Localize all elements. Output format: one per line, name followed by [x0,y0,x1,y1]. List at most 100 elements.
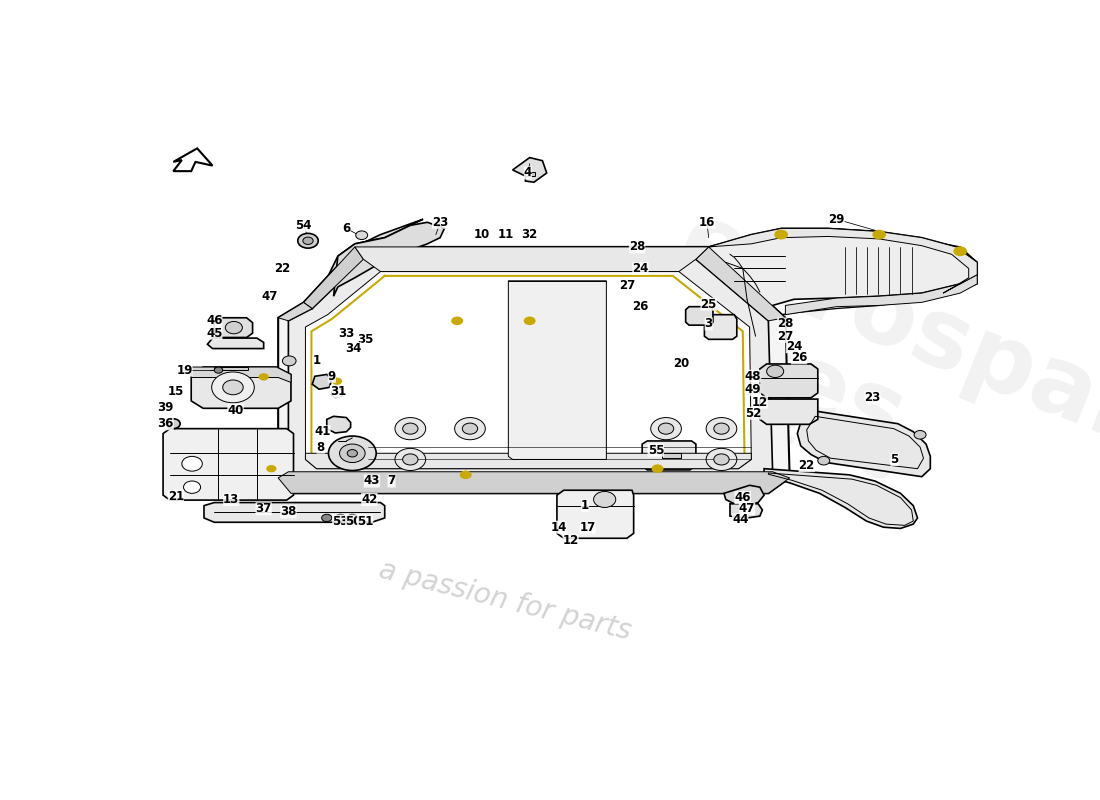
Polygon shape [312,374,332,390]
Circle shape [462,423,477,434]
Circle shape [454,418,485,440]
Circle shape [321,514,332,522]
Circle shape [767,365,783,378]
Text: tes: tes [726,317,918,466]
Text: 50: 50 [345,514,362,527]
Circle shape [283,356,296,366]
Polygon shape [304,247,363,309]
Polygon shape [704,314,737,339]
Polygon shape [513,158,547,182]
Text: 10: 10 [474,228,490,241]
Polygon shape [685,306,713,325]
Text: 12: 12 [562,534,579,547]
Text: 11: 11 [497,228,514,241]
Circle shape [714,423,729,434]
Text: 25: 25 [701,298,717,310]
Text: 37: 37 [255,502,272,515]
Text: 12: 12 [751,396,768,409]
Text: 13: 13 [223,493,240,506]
Text: 34: 34 [345,342,362,355]
Text: 49: 49 [745,383,761,396]
Circle shape [340,444,365,462]
Text: 7: 7 [387,474,396,487]
Circle shape [651,418,681,440]
Polygon shape [785,274,977,314]
Text: 29: 29 [828,213,845,226]
Polygon shape [730,504,762,518]
Text: 52: 52 [745,406,761,420]
Polygon shape [163,429,294,500]
Text: 4: 4 [524,166,532,179]
Polygon shape [333,222,444,296]
Polygon shape [557,490,634,538]
Polygon shape [724,486,764,505]
Circle shape [211,372,254,402]
Polygon shape [708,229,977,293]
Circle shape [355,231,367,239]
Text: 31: 31 [330,385,346,398]
Polygon shape [288,259,772,481]
Circle shape [403,454,418,465]
Text: 14: 14 [550,521,566,534]
Polygon shape [355,247,708,271]
Polygon shape [214,367,249,370]
Text: 24: 24 [632,262,649,275]
Text: 23: 23 [865,391,880,404]
Circle shape [258,373,268,381]
Circle shape [214,367,222,373]
Text: 38: 38 [280,506,297,518]
Polygon shape [642,441,696,470]
Text: 33: 33 [338,326,354,340]
Circle shape [651,464,663,473]
Text: 35: 35 [356,333,373,346]
Text: 28: 28 [778,318,793,330]
Polygon shape [331,389,344,398]
Circle shape [184,481,200,494]
Circle shape [329,436,376,470]
Circle shape [166,418,180,429]
Text: 3: 3 [705,318,713,330]
Text: eurospar: eurospar [666,195,1100,465]
Text: 46: 46 [206,314,222,327]
Polygon shape [304,219,424,309]
Circle shape [817,456,829,465]
Polygon shape [696,247,785,321]
Circle shape [395,418,426,440]
Circle shape [348,450,358,457]
Circle shape [403,423,418,434]
Polygon shape [327,416,351,433]
Text: 2085: 2085 [760,399,903,494]
Text: 51: 51 [356,514,373,527]
Text: 47: 47 [739,502,756,515]
Text: 55: 55 [648,444,664,457]
Polygon shape [662,454,681,458]
Text: 32: 32 [521,228,538,241]
Text: 1: 1 [312,354,320,367]
Polygon shape [174,148,212,171]
Circle shape [914,430,926,439]
Text: 6: 6 [342,222,351,235]
Polygon shape [191,367,290,382]
Text: 22: 22 [274,262,290,275]
Text: 48: 48 [745,370,761,382]
Polygon shape [191,367,290,408]
Circle shape [872,230,886,239]
Text: 26: 26 [791,351,807,364]
Text: 46: 46 [735,491,751,504]
Polygon shape [204,502,385,522]
Text: 36: 36 [157,418,174,430]
Polygon shape [278,247,790,494]
Polygon shape [367,478,376,484]
Circle shape [524,317,536,325]
Circle shape [395,448,426,470]
Polygon shape [278,302,312,321]
Circle shape [451,317,463,325]
Text: 23: 23 [432,216,449,229]
Circle shape [348,514,358,522]
Polygon shape [306,271,751,469]
Circle shape [706,418,737,440]
Polygon shape [208,338,264,349]
Text: 41: 41 [315,426,331,438]
Polygon shape [214,318,253,338]
Text: 44: 44 [732,514,748,526]
